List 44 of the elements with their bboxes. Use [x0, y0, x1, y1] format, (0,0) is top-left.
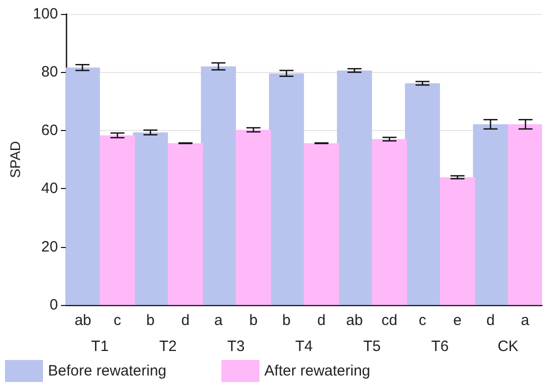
x-tick-label: T1 [91, 338, 109, 355]
y-tick-label: 80 [41, 64, 58, 81]
bar [404, 83, 440, 305]
x-tick-label: CK [498, 338, 518, 355]
y-tick-label: 0 [50, 296, 58, 314]
x-tick-label: T3 [227, 338, 245, 355]
bar [372, 139, 407, 305]
x-tick-label: T2 [159, 338, 177, 355]
legend-label: After rewatering [264, 362, 370, 380]
bar [336, 70, 372, 305]
data-label: cd [382, 312, 398, 329]
y-tick-label: 60 [41, 122, 58, 139]
bar [132, 132, 168, 305]
bar [268, 73, 304, 305]
bar [66, 68, 100, 305]
bar [100, 135, 135, 305]
y-tick-label: 100 [32, 6, 58, 22]
data-label: a [214, 312, 224, 329]
legend-label: Before rewatering [48, 362, 166, 380]
data-label: c [418, 312, 427, 329]
data-label: b [249, 312, 258, 329]
data-label: d [317, 312, 326, 329]
data-label: e [453, 312, 462, 329]
bar [168, 143, 203, 305]
bar [472, 124, 508, 305]
data-label: b [146, 312, 155, 329]
y-tick-label: 40 [41, 180, 58, 198]
bar [440, 177, 475, 305]
data-label: d [181, 312, 190, 329]
data-label: c [114, 312, 122, 329]
data-label: d [486, 312, 495, 329]
bar [508, 124, 542, 305]
x-tick-label: T4 [295, 338, 313, 355]
y-axis-title: SPAD [7, 140, 23, 178]
data-label: ab [346, 312, 363, 329]
bar [304, 143, 339, 305]
data-label: b [282, 312, 291, 329]
bar [236, 130, 271, 305]
data-label: ab [74, 312, 92, 329]
x-tick-label: T6 [431, 338, 449, 355]
bar [200, 66, 236, 305]
x-tick-label: T5 [363, 338, 381, 355]
data-label: a [520, 312, 530, 329]
y-tick-label: 20 [41, 238, 58, 256]
